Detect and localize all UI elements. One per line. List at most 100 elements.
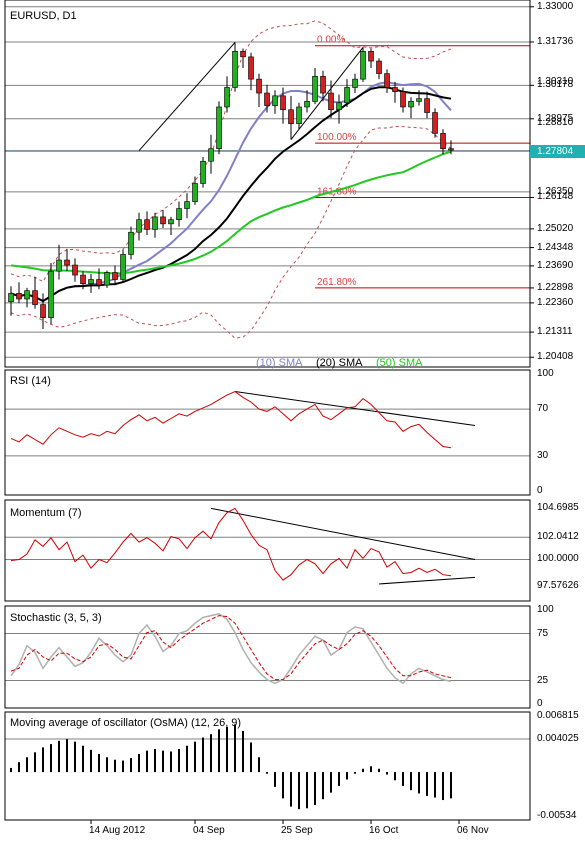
candle xyxy=(368,48,374,69)
candle-body xyxy=(16,293,22,300)
candle xyxy=(440,129,446,155)
candle-body xyxy=(424,98,430,113)
candle xyxy=(24,287,30,308)
x-axis-label: 04 Sep xyxy=(193,825,225,836)
candle xyxy=(208,134,214,174)
sma-20-line xyxy=(10,86,452,303)
price-tick-label: 1.25020 xyxy=(537,222,574,234)
candle xyxy=(144,211,150,235)
momentum-tick-label: 100.0000 xyxy=(537,553,579,565)
candle-body xyxy=(152,216,158,230)
current-price-tag: 1.27804 xyxy=(530,144,585,158)
price-tick-label: 1.22898 xyxy=(537,281,574,293)
candle-body xyxy=(360,51,366,80)
rsi-tick-label: 70 xyxy=(537,403,549,415)
legend-sma-10: (10) SMA xyxy=(256,357,303,369)
candle-body xyxy=(440,133,446,150)
candle-body xyxy=(368,51,374,62)
price-trendline xyxy=(290,47,364,140)
momentum-trendline xyxy=(210,507,476,560)
candle xyxy=(64,248,70,272)
price-tick-label: 1.23690 xyxy=(537,259,574,271)
pane-frame xyxy=(4,605,531,709)
candle-body xyxy=(392,87,398,92)
candle xyxy=(48,262,54,325)
stochastic-signal-line xyxy=(10,615,452,681)
candle-body xyxy=(32,290,38,305)
candle xyxy=(432,108,438,138)
candle-body xyxy=(448,148,454,151)
candle-body xyxy=(320,76,326,94)
candle xyxy=(240,48,246,69)
candle xyxy=(88,273,94,293)
legend-sma-50: (50) SMA xyxy=(376,357,423,369)
candle xyxy=(448,140,454,155)
candle xyxy=(80,271,86,290)
stochastic-tick-label: 75 xyxy=(537,627,549,639)
candle xyxy=(32,276,38,309)
osma-tick-label: -0.00534 xyxy=(537,810,577,821)
candle xyxy=(96,268,102,290)
candle-body xyxy=(24,290,30,300)
price-tick-label: 1.21311 xyxy=(537,326,573,338)
candle xyxy=(272,90,278,114)
candle-body xyxy=(264,92,270,106)
candle xyxy=(328,80,334,119)
candle xyxy=(16,282,22,304)
price-tick-label: 1.20408 xyxy=(537,351,574,363)
x-axis-label: 06 Nov xyxy=(457,825,489,836)
candle xyxy=(8,286,14,316)
candle xyxy=(152,212,158,238)
candle-body xyxy=(432,112,438,134)
candle xyxy=(336,94,342,124)
sma-50-line xyxy=(10,150,452,275)
candle xyxy=(200,157,206,188)
rsi-label: RSI (14) xyxy=(10,375,51,387)
candle-body xyxy=(192,183,198,202)
price-tick-label: 1.26148 xyxy=(537,191,574,203)
candle-body xyxy=(256,78,262,94)
candle xyxy=(136,212,142,241)
candle-body xyxy=(88,279,94,284)
candle xyxy=(176,201,182,227)
candle-body xyxy=(136,219,142,233)
candle xyxy=(312,68,318,105)
candle xyxy=(416,90,422,106)
candle-body xyxy=(408,101,414,108)
candle xyxy=(288,95,294,140)
stochastic-tick-label: 25 xyxy=(537,674,549,686)
momentum-trendline xyxy=(378,576,476,585)
osma-tick-label: 0.006815 xyxy=(537,710,579,721)
candle xyxy=(376,58,382,80)
price-tick-label: 1.30178 xyxy=(537,79,574,91)
candle-body xyxy=(248,56,254,80)
candle-body xyxy=(336,102,342,111)
price-tick-label: 1.31736 xyxy=(537,35,574,47)
momentum-tick-label: 97.57626 xyxy=(537,579,579,591)
candle xyxy=(224,76,230,113)
candle xyxy=(248,52,254,91)
rsi-line xyxy=(10,391,452,449)
osma-tick-label: 0.004025 xyxy=(537,732,579,744)
pane-frame xyxy=(4,711,531,821)
candle xyxy=(280,87,286,124)
candle-body xyxy=(216,106,222,150)
candle xyxy=(192,176,198,205)
candle xyxy=(232,42,238,92)
momentum-label: Momentum (7) xyxy=(10,507,82,519)
stochastic-label: Stochastic (3, 5, 3) xyxy=(10,612,102,624)
momentum-tick-label: 104.6985 xyxy=(537,502,579,514)
x-axis-label: 16 Oct xyxy=(369,825,399,836)
candle xyxy=(408,97,414,119)
symbol-label: EURUSD, D1 xyxy=(10,10,77,22)
candle xyxy=(56,244,62,280)
candle xyxy=(424,91,430,119)
rsi-tick-label: 30 xyxy=(537,449,549,461)
candle-body xyxy=(128,231,134,255)
candle xyxy=(72,258,78,282)
candle-body xyxy=(352,78,358,88)
candle-body xyxy=(72,264,78,276)
partial-price-tick-label: 1.28810 xyxy=(537,117,574,129)
